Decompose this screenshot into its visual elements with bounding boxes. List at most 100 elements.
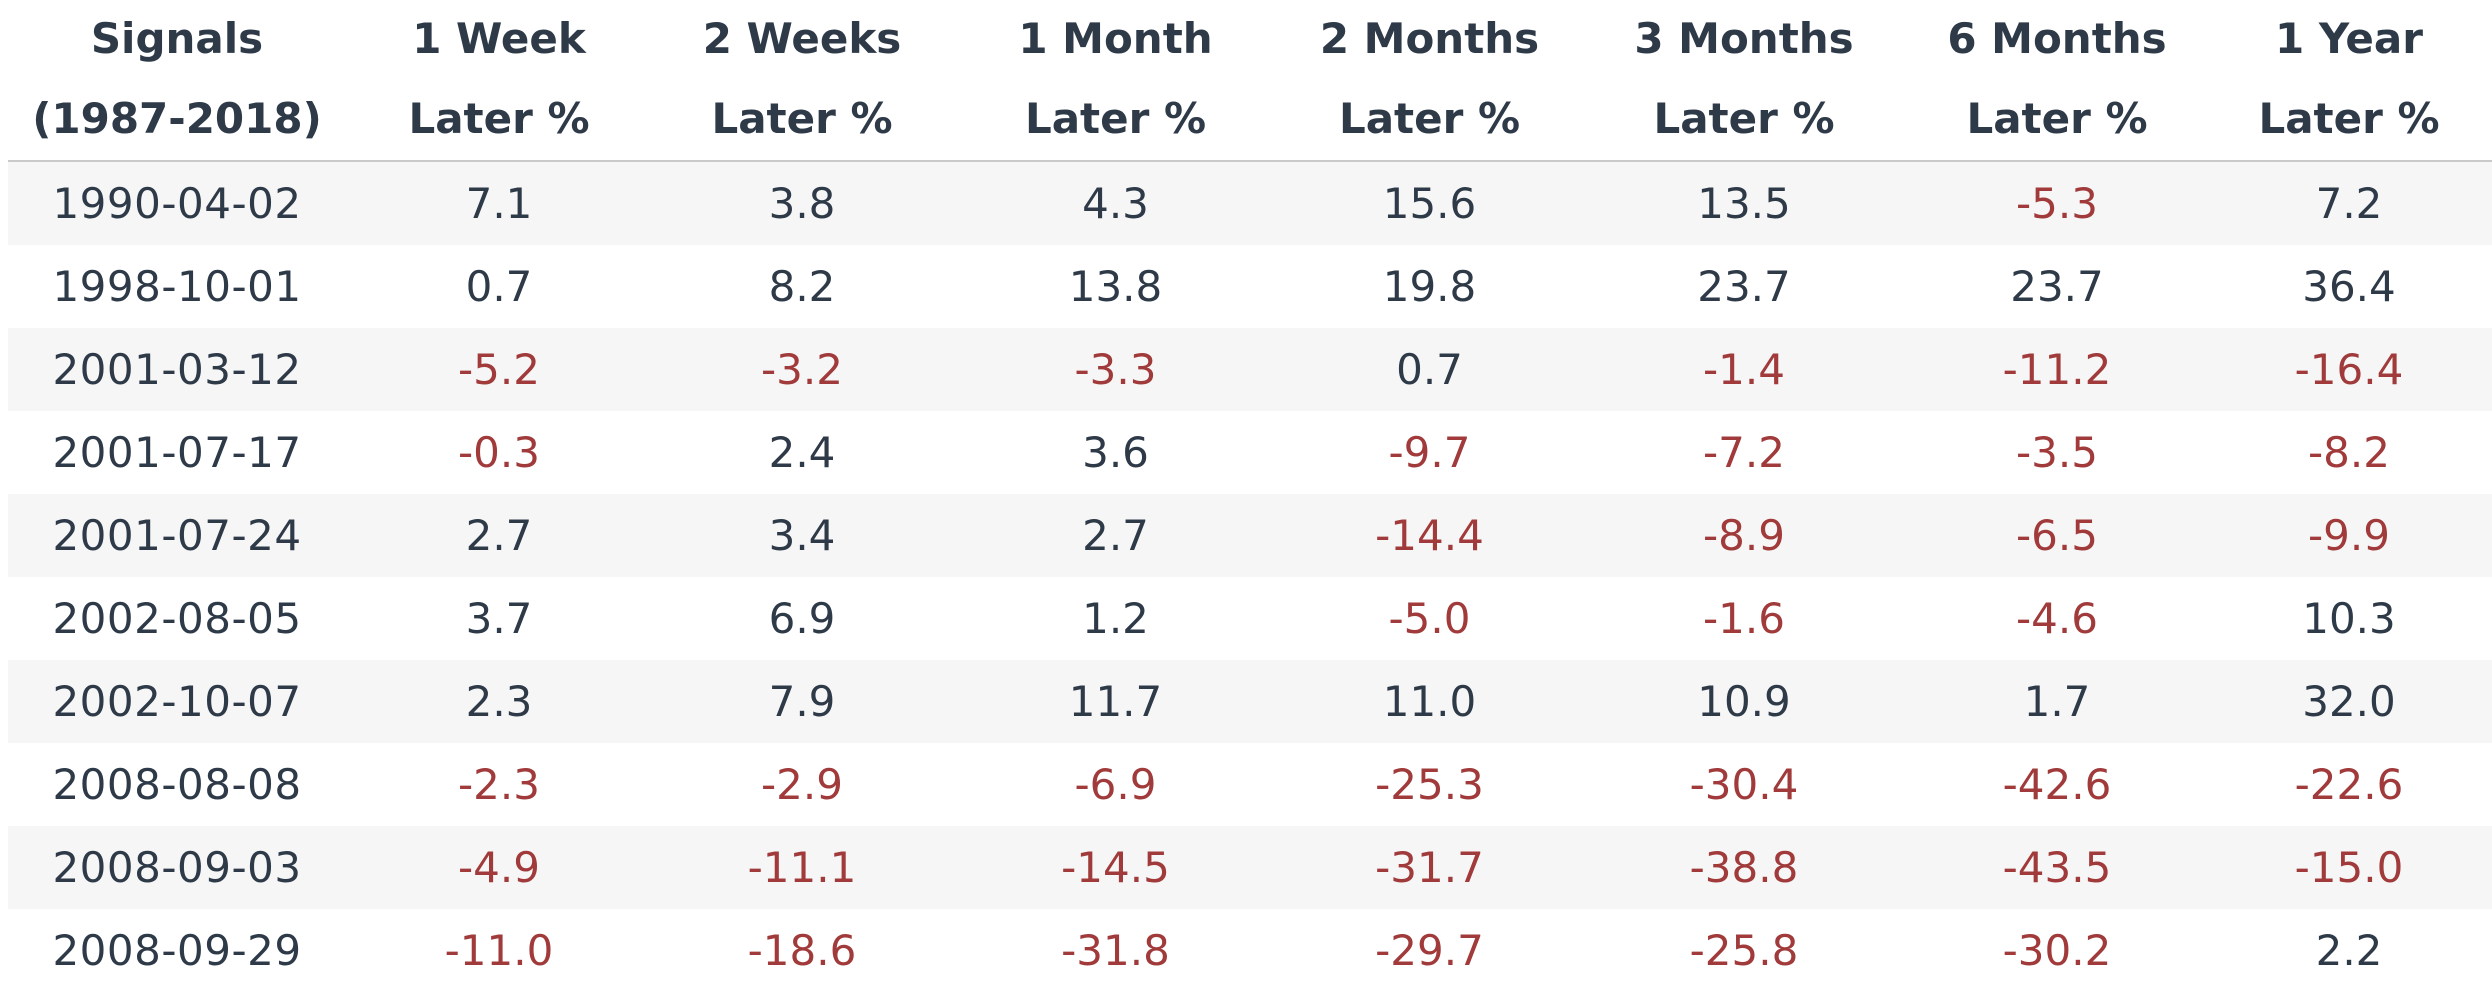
- cell-week-1: -0.3: [346, 411, 652, 494]
- cell-month-1: 3.6: [952, 411, 1279, 494]
- cell-year-1: -8.2: [2206, 411, 2492, 494]
- cell-signal-date: 2008-08-08: [8, 743, 346, 826]
- cell-week-1: -4.9: [346, 826, 652, 909]
- cell-year-1: 7.2: [2206, 161, 2492, 245]
- table-row: 1998-10-01 0.7 8.2 13.8 19.8 23.7 23.7 36.4: [8, 245, 2492, 328]
- cell-months-3: 10.9: [1580, 660, 1908, 743]
- cell-weeks-2: -3.2: [652, 328, 952, 411]
- cell-month-1: -6.9: [952, 743, 1279, 826]
- cell-weeks-2: -18.6: [652, 909, 952, 992]
- cell-weeks-2: -11.1: [652, 826, 952, 909]
- header-6-months: 6 Months: [1947, 14, 2167, 63]
- table-row: 2001-07-24 2.7 3.4 2.7 -14.4 -8.9 -6.5 -9.9: [8, 494, 2492, 577]
- table-header: Signals 1 Week 2 Weeks 1 Month 2 Months …: [8, 0, 2492, 162]
- cell-months-6: -4.6: [1908, 577, 2206, 660]
- table-row: 2008-09-29 -11.0 -18.6 -31.8 -29.7 -25.8 -30.2…: [8, 909, 2492, 992]
- cell-week-1: 0.7: [346, 245, 652, 328]
- cell-months-3: -8.9: [1580, 494, 1908, 577]
- cell-weeks-2: 3.8: [652, 161, 952, 245]
- cell-months-6: -3.5: [1908, 411, 2206, 494]
- header-1-year-sub: Later %: [2206, 78, 2492, 162]
- cell-months-2: 15.6: [1279, 161, 1580, 245]
- cell-weeks-2: 3.4: [652, 494, 952, 577]
- cell-signal-date: 2002-08-05: [8, 577, 346, 660]
- cell-months-6: 23.7: [1908, 245, 2206, 328]
- cell-months-3: -25.8: [1580, 909, 1908, 992]
- cell-months-6: 1.7: [1908, 660, 2206, 743]
- cell-signal-date: 2008-09-03: [8, 826, 346, 909]
- cell-months-2: -31.7: [1279, 826, 1580, 909]
- cell-month-1: -14.5: [952, 826, 1279, 909]
- header-1-month-sub: Later %: [952, 78, 1279, 162]
- header-1-month: 1 Month: [1018, 14, 1213, 63]
- table-row: 2002-08-05 3.7 6.9 1.2 -5.0 -1.6 -4.6 10.3: [8, 577, 2492, 660]
- header-row-line2: (1987-2018) Later % Later % Later % Late…: [8, 78, 2492, 162]
- cell-week-1: -11.0: [346, 909, 652, 992]
- cell-months-2: -25.3: [1279, 743, 1580, 826]
- cell-signal-date: 2001-07-24: [8, 494, 346, 577]
- header-1-week: 1 Week: [412, 14, 586, 63]
- header-signals-range: (1987-2018): [8, 78, 346, 162]
- cell-months-6: -30.2: [1908, 909, 2206, 992]
- cell-year-1: 10.3: [2206, 577, 2492, 660]
- cell-year-1: -9.9: [2206, 494, 2492, 577]
- cell-signal-date: 2001-07-17: [8, 411, 346, 494]
- table-row: 2008-08-08 -2.3 -2.9 -6.9 -25.3 -30.4 -42.6 -22…: [8, 743, 2492, 826]
- header-1-week-sub: Later %: [346, 78, 652, 162]
- cell-months-2: -14.4: [1279, 494, 1580, 577]
- cell-weeks-2: 6.9: [652, 577, 952, 660]
- table-row: 2001-03-12 -5.2 -3.2 -3.3 0.7 -1.4 -11.2 -16.4: [8, 328, 2492, 411]
- cell-weeks-2: 8.2: [652, 245, 952, 328]
- header-row-line1: Signals 1 Week 2 Weeks 1 Month 2 Months …: [8, 0, 2492, 78]
- table-body: 1990-04-02 7.1 3.8 4.3 15.6 13.5 -5.3 7.2 1998-1…: [8, 161, 2492, 992]
- cell-months-2: -5.0: [1279, 577, 1580, 660]
- cell-week-1: 7.1: [346, 161, 652, 245]
- header-1-year: 1 Year: [2275, 14, 2423, 63]
- cell-months-3: -1.4: [1580, 328, 1908, 411]
- cell-month-1: 13.8: [952, 245, 1279, 328]
- cell-weeks-2: 7.9: [652, 660, 952, 743]
- cell-week-1: 2.3: [346, 660, 652, 743]
- cell-year-1: -15.0: [2206, 826, 2492, 909]
- cell-months-6: -5.3: [1908, 161, 2206, 245]
- cell-months-2: 0.7: [1279, 328, 1580, 411]
- header-3-months: 3 Months: [1634, 14, 1854, 63]
- cell-month-1: 11.7: [952, 660, 1279, 743]
- header-signals: Signals: [90, 14, 264, 63]
- cell-signal-date: 2002-10-07: [8, 660, 346, 743]
- table-row: 1990-04-02 7.1 3.8 4.3 15.6 13.5 -5.3 7.2: [8, 161, 2492, 245]
- cell-signal-date: 1998-10-01: [8, 245, 346, 328]
- header-2-months: 2 Months: [1319, 14, 1540, 63]
- table-row: 2008-09-03 -4.9 -11.1 -14.5 -31.7 -38.8 -43.5-…: [8, 826, 2492, 909]
- cell-month-1: 4.3: [952, 161, 1279, 245]
- cell-months-6: -6.5: [1908, 494, 2206, 577]
- header-2-months-sub: Later %: [1279, 78, 1580, 162]
- cell-signal-date: 1990-04-02: [8, 161, 346, 245]
- cell-year-1: 36.4: [2206, 245, 2492, 328]
- header-2-weeks: 2 Weeks: [702, 14, 902, 63]
- header-3-months-sub: Later %: [1580, 78, 1908, 162]
- cell-months-3: -30.4: [1580, 743, 1908, 826]
- cell-year-1: 32.0: [2206, 660, 2492, 743]
- cell-months-6: -11.2: [1908, 328, 2206, 411]
- cell-months-2: 19.8: [1279, 245, 1580, 328]
- cell-week-1: -5.2: [346, 328, 652, 411]
- cell-week-1: -2.3: [346, 743, 652, 826]
- cell-months-3: -7.2: [1580, 411, 1908, 494]
- table-row: 2002-10-07 2.3 7.9 11.7 11.0 10.9 1.7 32.0: [8, 660, 2492, 743]
- cell-signal-date: 2008-09-29: [8, 909, 346, 992]
- cell-weeks-2: -2.9: [652, 743, 952, 826]
- cell-month-1: 2.7: [952, 494, 1279, 577]
- cell-months-3: -38.8: [1580, 826, 1908, 909]
- cell-month-1: 1.2: [952, 577, 1279, 660]
- cell-signal-date: 2001-03-12: [8, 328, 346, 411]
- cell-month-1: -31.8: [952, 909, 1279, 992]
- cell-month-1: -3.3: [952, 328, 1279, 411]
- signals-returns-table: Signals 1 Week 2 Weeks 1 Month 2 Months …: [8, 0, 2492, 992]
- cell-week-1: 2.7: [346, 494, 652, 577]
- cell-weeks-2: 2.4: [652, 411, 952, 494]
- cell-months-6: -42.6: [1908, 743, 2206, 826]
- cell-months-6: -43.5: [1908, 826, 2206, 909]
- cell-year-1: -22.6: [2206, 743, 2492, 826]
